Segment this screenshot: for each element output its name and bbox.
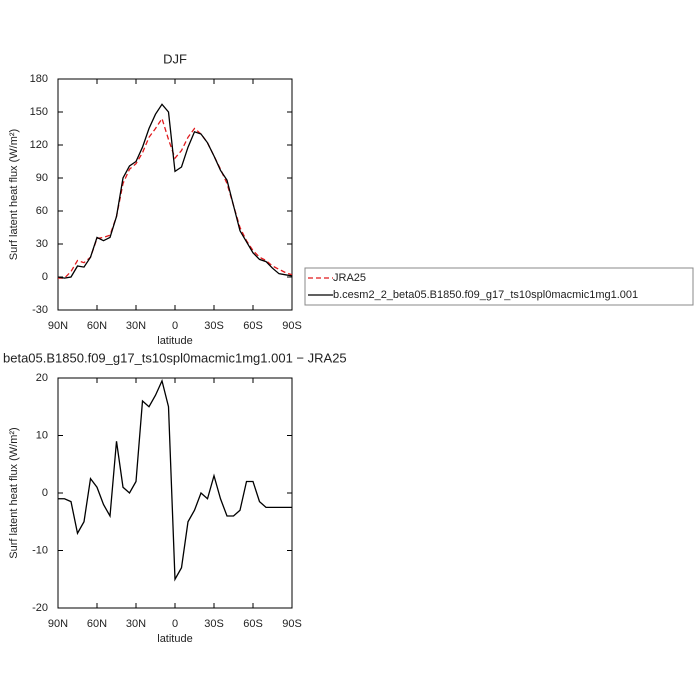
x-axis-label: latitude [157,633,192,645]
x-tick-label: 30N [126,618,146,630]
x-tick-label: 60S [243,320,263,332]
y-tick-label: 180 [30,73,48,85]
x-tick-label: 90S [282,618,302,630]
x-axis-label: latitude [157,335,192,347]
y-axis-label: Surf latent heat flux (W/m²) [8,427,20,558]
x-tick-label: 60N [87,618,107,630]
y-tick-label: 20 [36,372,48,384]
x-tick-label: 30S [204,618,224,630]
x-tick-label: 0 [172,618,178,630]
y-tick-label: 0 [42,271,48,283]
y-axis-label: Surf latent heat flux (W/m²) [8,129,20,260]
data-line [57,103,293,279]
legend-label: b.cesm2_2_beta05.B1850.f09_g17_ts10spl0m… [333,289,638,301]
chart-title: beta05.B1850.f09_g17_ts10spl0macmic1mg1.… [3,350,347,365]
y-tick-label: -10 [32,544,48,556]
x-tick-label: 30N [126,320,146,332]
x-tick-label: 60N [87,320,107,332]
y-tick-label: -20 [32,602,48,614]
data-line [58,378,292,582]
x-tick-label: 60S [243,618,263,630]
y-tick-label: 90 [36,172,48,184]
x-tick-label: 0 [172,320,178,332]
data-line [58,117,293,279]
legend-label: JRA25 [333,272,366,284]
y-tick-label: 150 [30,106,48,118]
y-tick-label: 60 [36,205,48,217]
legend-box [304,267,694,306]
y-tick-label: 0 [42,487,48,499]
plot-frame [57,78,293,311]
y-tick-label: -30 [32,304,48,316]
chart-title: DJF [163,51,187,66]
y-tick-label: 30 [36,238,48,250]
y-tick-label: 10 [36,429,48,441]
y-tick-label: 120 [30,139,48,151]
x-tick-label: 30S [204,320,224,332]
x-tick-label: 90N [48,320,68,332]
x-tick-label: 90N [48,618,68,630]
x-tick-label: 90S [282,320,302,332]
